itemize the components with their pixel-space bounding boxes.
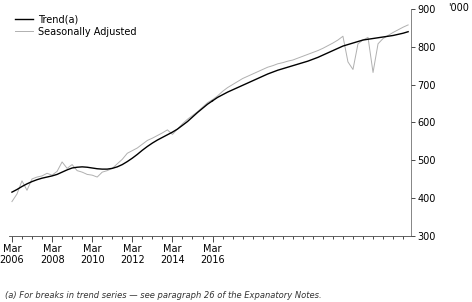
Legend: Trend(a), Seasonally Adjusted: Trend(a), Seasonally Adjusted [11, 11, 140, 41]
Y-axis label: '000: '000 [448, 3, 469, 13]
Text: (a) For breaks in trend series — see paragraph 26 of the Expanatory Notes.: (a) For breaks in trend series — see par… [5, 291, 321, 300]
